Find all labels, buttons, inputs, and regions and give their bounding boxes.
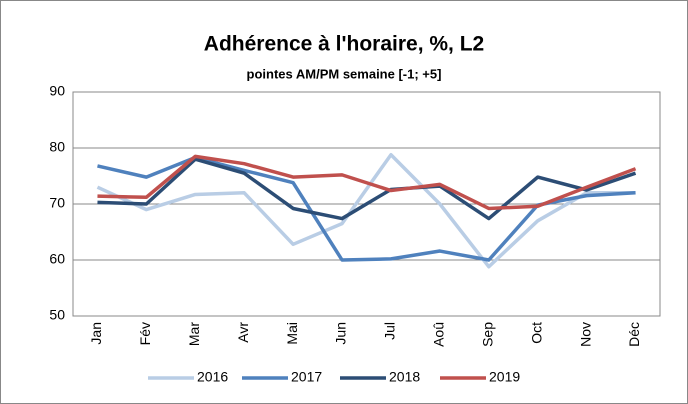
x-tick-label: Mai [284,322,300,345]
x-tick-label: Jul [382,322,398,340]
series-line [97,154,637,211]
legend-label: 2019 [489,369,520,385]
x-tick-label: Oct [528,322,544,344]
y-tick-label: 70 [49,195,65,211]
y-tick-label: 60 [49,251,65,267]
legend-label: 2018 [389,369,420,385]
x-tick-label: Sep [479,322,495,347]
y-tick-label: 50 [49,307,65,323]
x-tick-label: Nov [577,322,593,347]
series-line [96,152,636,269]
x-tick-label: Fév [137,322,153,345]
legend-label: 2017 [291,369,322,385]
x-tick-label: Avr [235,322,251,343]
x-tick-label: Jun [333,322,349,345]
chart-subtitle: pointes AM/PM semaine [-1; +5] [247,66,442,81]
y-tick-label: 90 [49,83,65,99]
y-tick-label: 80 [49,139,65,155]
x-tick-label: Aoû [431,322,447,347]
x-tick-label: Déc [626,322,642,347]
x-tick-label: Jan [88,322,104,345]
legend-label: 2016 [197,369,228,385]
x-tick-label: Mar [186,322,202,346]
series-line [97,157,637,221]
chart-title: Adhérence à l'horaire, %, L2 [204,33,484,56]
